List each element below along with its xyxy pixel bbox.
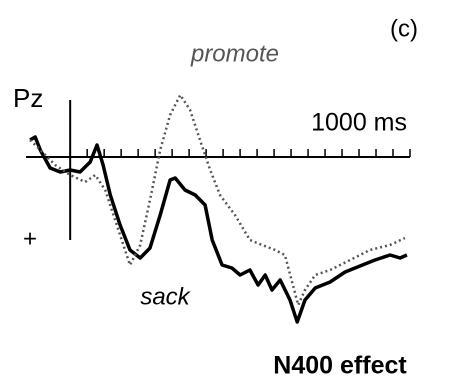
x-end-label: 1000 ms <box>311 109 407 137</box>
legend-sack: sack <box>140 283 191 310</box>
polarity-label: + <box>23 225 37 252</box>
series-line <box>29 135 408 324</box>
legend-promote: promote <box>190 40 279 67</box>
channel-label: Pz <box>13 83 43 113</box>
panel-label: (c) <box>390 15 418 42</box>
caption: N400 effect <box>273 352 407 380</box>
